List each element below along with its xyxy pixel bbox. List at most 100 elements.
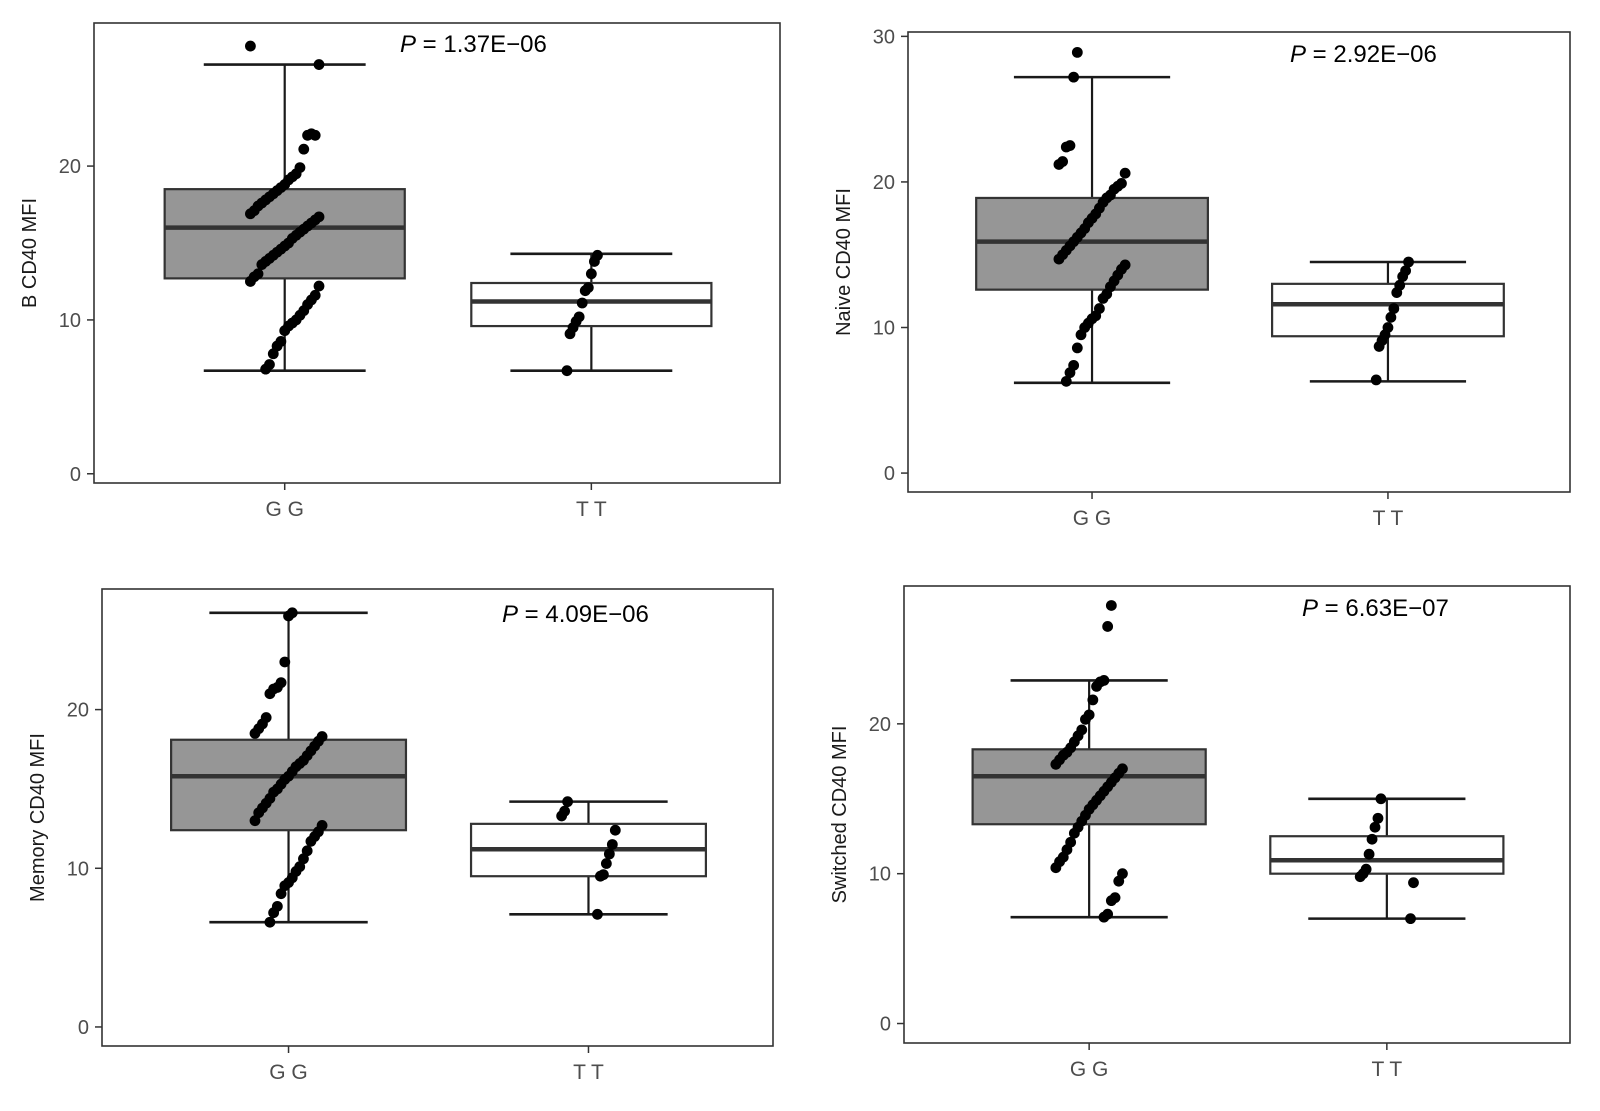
data-point [1119, 167, 1131, 179]
p-value-text: = 4.09E−06 [518, 601, 649, 628]
data-point [264, 688, 276, 700]
data-point [1408, 877, 1419, 889]
data-point [1102, 621, 1114, 632]
boxplot-tt [1269, 793, 1505, 925]
boxplot-tt [469, 796, 707, 920]
data-point [1098, 911, 1110, 923]
y-tick-label: 0 [78, 1017, 89, 1039]
data-point [588, 256, 600, 267]
data-point [1071, 342, 1083, 354]
iqr-box [971, 748, 1207, 826]
data-point [313, 59, 325, 70]
boxplot-tt [470, 249, 713, 377]
data-point [1097, 292, 1109, 304]
data-point [1397, 271, 1409, 282]
y-tick-label: 0 [70, 464, 81, 486]
y-tick-label: 20 [67, 700, 89, 722]
data-point [1388, 303, 1400, 314]
data-point [245, 40, 256, 52]
panel-switched-cd40: 0 10 20 Switched CD40 MFI G G T T P = 6.63E−07 [829, 585, 1571, 1081]
data-point [561, 365, 573, 377]
data-point [275, 888, 287, 900]
x-tick-label: G G [1070, 1058, 1109, 1081]
p-value-symbol: P [1290, 41, 1306, 68]
data-point [298, 143, 310, 155]
panel-memory-cd40: 0 10 20 Memory CD40 MFI G G T T P = 4.09E−06 [27, 588, 774, 1084]
p-value-annotation: P = 1.37E−06 [400, 31, 547, 58]
data-point [1091, 680, 1102, 692]
boxplot-tt [1270, 256, 1505, 386]
data-point [592, 908, 603, 920]
data-point [279, 325, 291, 337]
data-point [1060, 141, 1072, 153]
data-point [1071, 46, 1083, 58]
y-axis-label: B CD40 MFI [19, 198, 41, 308]
boxplot-gg [971, 600, 1207, 923]
data-point [260, 363, 272, 375]
data-point [1369, 821, 1381, 833]
data-point [283, 610, 294, 622]
y-tick-label: 10 [869, 864, 891, 886]
x-tick-label: G G [1073, 507, 1112, 530]
data-point [606, 839, 618, 850]
y-axis-label: Naive CD40 MFI [833, 188, 855, 336]
data-point [576, 297, 588, 309]
boxplot-gg [975, 46, 1209, 387]
y-axis-label: Memory CD40 MFI [27, 733, 49, 902]
data-point [1405, 913, 1416, 925]
data-point [595, 870, 606, 882]
data-point [609, 824, 621, 836]
data-point [1375, 793, 1387, 805]
data-point [600, 858, 612, 869]
x-tick-label: T T [1373, 507, 1404, 530]
iqr-box [163, 188, 406, 280]
data-point [1064, 367, 1076, 379]
data-point [1068, 71, 1080, 83]
data-point [579, 285, 591, 297]
data-point [1354, 871, 1366, 883]
data-point [1050, 862, 1062, 874]
data-point [1113, 875, 1125, 887]
data-point [1370, 374, 1382, 386]
data-point [256, 259, 268, 270]
data-point [1373, 341, 1385, 352]
data-point [1080, 713, 1091, 725]
data-point [245, 276, 256, 287]
p-value-text: = 1.37E−06 [416, 31, 547, 58]
data-point [1050, 758, 1062, 770]
y-tick-label: 20 [873, 172, 895, 194]
data-point [603, 848, 615, 860]
x-tick-label: T T [1371, 1058, 1402, 1081]
data-point [267, 348, 279, 360]
x-tick-label: T T [573, 1061, 604, 1084]
data-point [249, 815, 261, 827]
data-point [585, 268, 597, 280]
panel-naive-cd40: 0 10 20 30 Naive CD40 MFI G G T T P = 2.92E−06 [833, 26, 1571, 530]
data-point [1105, 895, 1117, 907]
data-point [1403, 256, 1414, 268]
data-point [1053, 253, 1065, 265]
data-point [1391, 287, 1403, 298]
data-point [249, 727, 261, 739]
data-point [279, 656, 291, 668]
data-point [1087, 694, 1099, 706]
p-value-text: = 6.63E−07 [1318, 595, 1449, 622]
data-point [305, 835, 317, 847]
iqr-box [1269, 835, 1505, 875]
data-point [245, 208, 256, 220]
data-point [564, 328, 576, 340]
p-value-symbol: P [400, 31, 416, 58]
y-tick-label: 20 [59, 156, 81, 178]
y-tick-label: 10 [873, 318, 895, 340]
x-tick-label: G G [269, 1061, 308, 1084]
y-tick-label: 20 [869, 714, 891, 736]
y-axis-label: Switched CD40 MFI [829, 726, 851, 904]
data-point [1068, 827, 1080, 839]
data-point [1053, 159, 1065, 170]
data-point [1075, 329, 1087, 341]
panel-b-cd40: 0 10 20 B CD40 MFI G G T T P = 1.37E−06 [19, 22, 781, 521]
y-tick-label: 0 [884, 463, 895, 485]
iqr-box [170, 738, 408, 832]
p-value-annotation: P = 2.92E−06 [1290, 41, 1437, 68]
